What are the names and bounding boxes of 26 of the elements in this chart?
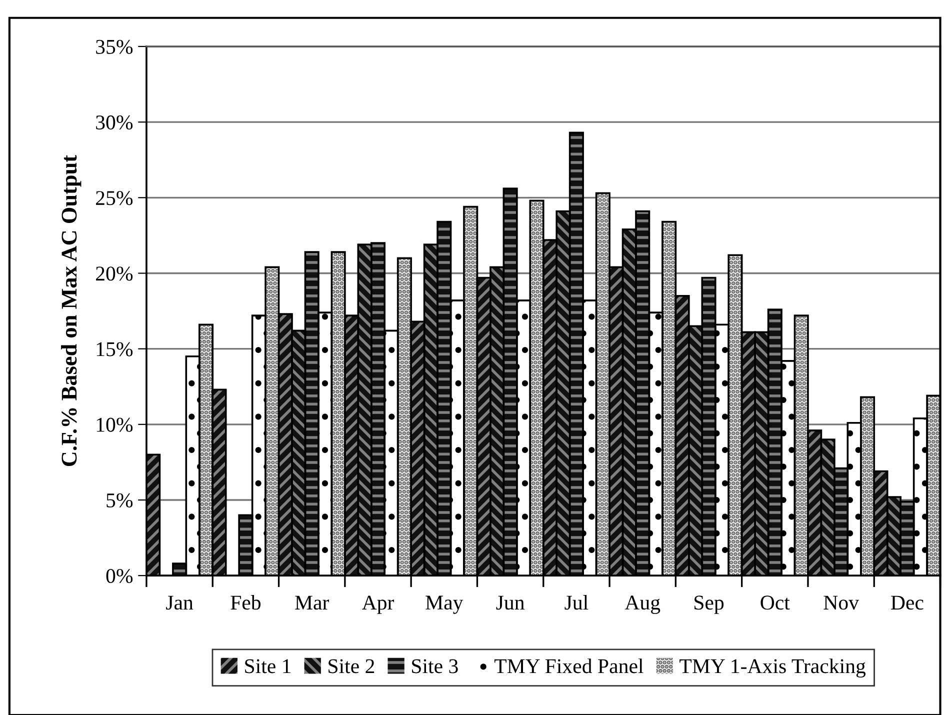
x-tick-label: Oct (760, 596, 790, 610)
x-tick-label: Sep (694, 596, 724, 614)
legend-label: TMY 1-Axis Tracking (680, 658, 866, 678)
x-tick-label: Feb (230, 595, 261, 610)
y-axis-title: C.F.% Based on Max AC Output (61, 155, 82, 466)
y-tick-label: 0% (106, 568, 133, 584)
y-tick-label: 10% (96, 418, 133, 432)
y-tick-label: 35% (96, 40, 133, 54)
x-tick-label: Dec (891, 596, 924, 610)
x-tick-label: Jan (166, 596, 194, 610)
x-tick-label: Jul (564, 595, 588, 610)
x-tick-label: May (426, 596, 464, 614)
legend-label: Site 2 (328, 659, 374, 674)
legend-label: Site 1 (245, 659, 291, 674)
legend-label: TMY Fixed Panel (494, 658, 644, 674)
y-tick-label: 5% (106, 493, 133, 508)
x-tick-label: Nov (824, 596, 859, 610)
y-tick-label: 25% (96, 191, 133, 206)
x-tick-label: Apr (362, 596, 394, 614)
x-tick-label: Jun (496, 596, 524, 610)
y-tick-label: 20% (96, 266, 133, 281)
x-tick-label: Mar (295, 596, 330, 610)
y-tick-label: 15% (96, 342, 133, 356)
legend-label: Site 3 (412, 659, 458, 674)
x-tick-label: Aug (624, 596, 660, 614)
y-tick-label: 30% (96, 115, 133, 130)
